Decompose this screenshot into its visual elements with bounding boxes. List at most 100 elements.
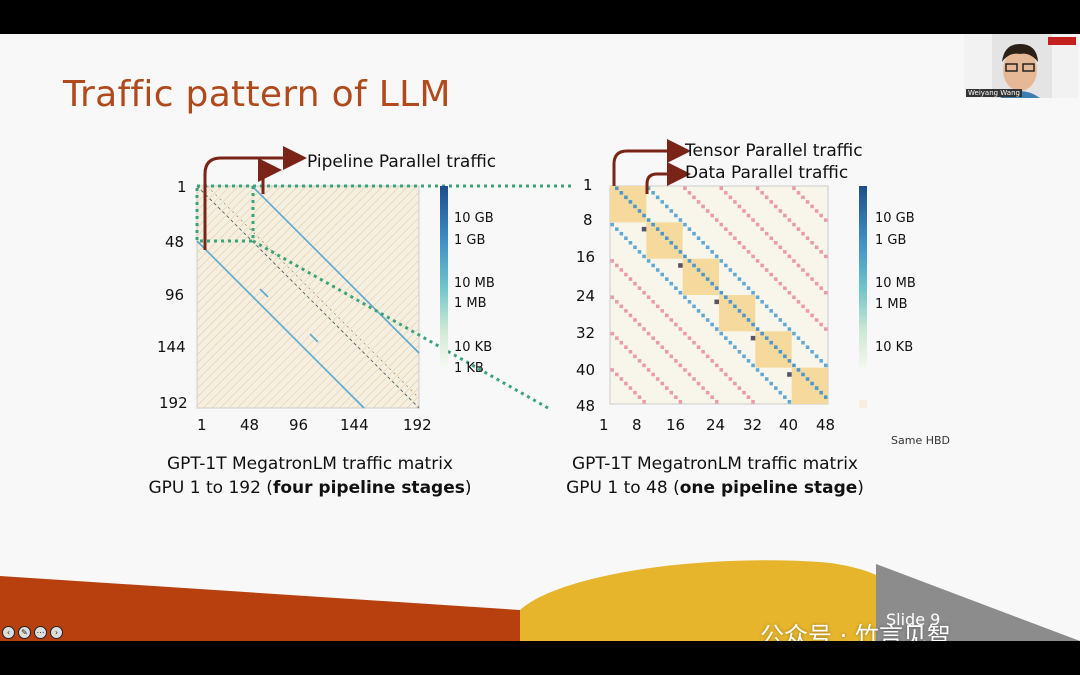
data-parallel-cell bbox=[705, 390, 710, 395]
pen-tool-icon[interactable]: ✎ bbox=[18, 626, 31, 639]
right-x-tick: 8 bbox=[632, 416, 642, 434]
data-parallel-cell bbox=[633, 390, 637, 395]
previous-slide-icon[interactable]: ‹ bbox=[2, 626, 15, 639]
left-colorbar-tick: 10 GB bbox=[454, 211, 494, 226]
data-parallel-cell bbox=[810, 350, 814, 354]
left-colorbar-tick: 10 MB bbox=[454, 276, 495, 291]
data-parallel-cell bbox=[719, 331, 724, 336]
data-parallel-cell bbox=[651, 191, 655, 195]
tensor-diagonal-cell bbox=[678, 250, 683, 254]
data-parallel-cell bbox=[696, 236, 701, 240]
data-parallel-cell bbox=[792, 186, 796, 191]
data-parallel-cell bbox=[737, 204, 742, 209]
data-parallel-cell bbox=[692, 304, 696, 309]
presentation-slide: Traffic pattern of LLM bbox=[0, 34, 1080, 641]
left-caption: GPT-1T MegatronLM traffic matrix GPU 1 t… bbox=[135, 452, 485, 500]
data-parallel-cell bbox=[701, 313, 705, 318]
tensor-diagonal-cell bbox=[669, 241, 674, 245]
data-parallel-cell bbox=[787, 290, 792, 295]
data-parallel-cell bbox=[764, 304, 769, 309]
left-y-tick: 144 bbox=[157, 338, 186, 356]
data-parallel-cell bbox=[814, 209, 819, 213]
slide-title: Traffic pattern of LLM bbox=[63, 74, 451, 115]
tensor-diagonal-cell bbox=[774, 345, 778, 349]
data-parallel-cell bbox=[701, 204, 705, 209]
right-colorbar-tick: 10 GB bbox=[875, 211, 915, 226]
data-parallel-cell bbox=[823, 218, 828, 222]
data-parallel-cell bbox=[669, 281, 674, 286]
data-parallel-cell bbox=[610, 331, 615, 336]
data-parallel-cell bbox=[733, 345, 737, 349]
data-parallel-cell bbox=[678, 399, 683, 404]
data-parallel-cell bbox=[683, 295, 687, 300]
wechat-watermark: 公众号 · 竹言见智 bbox=[760, 622, 951, 641]
right-y-tick: 8 bbox=[583, 211, 593, 229]
data-parallel-cell bbox=[619, 268, 624, 272]
data-parallel-cell bbox=[714, 254, 719, 259]
right-y-tick: 24 bbox=[576, 287, 596, 305]
data-parallel-cell bbox=[705, 245, 710, 250]
data-parallel-cell bbox=[819, 250, 823, 254]
data-parallel-cell bbox=[624, 272, 628, 277]
data-parallel-cell bbox=[742, 390, 746, 395]
data-parallel-cell bbox=[796, 263, 801, 268]
tensor-diagonal-cell bbox=[810, 381, 814, 386]
data-parallel-cell bbox=[687, 191, 692, 195]
data-parallel-cell bbox=[615, 263, 619, 268]
data-parallel-cell bbox=[769, 309, 773, 313]
more-options-icon[interactable]: ⋯ bbox=[34, 626, 47, 639]
data-parallel-cell bbox=[646, 259, 651, 263]
block-marker bbox=[641, 226, 647, 232]
data-parallel-cell bbox=[665, 313, 669, 318]
data-parallel-cell bbox=[769, 200, 773, 204]
block-marker bbox=[787, 372, 792, 377]
data-parallel-cell bbox=[669, 318, 674, 322]
presenter-name-label: Weiyang Wang bbox=[966, 89, 1022, 97]
data-parallel-cell bbox=[660, 345, 664, 349]
data-parallel-cell bbox=[796, 300, 801, 304]
data-parallel-cell bbox=[610, 259, 615, 263]
data-parallel-cell bbox=[633, 354, 637, 359]
data-parallel-cell bbox=[655, 195, 660, 200]
data-parallel-cell bbox=[760, 263, 764, 268]
data-parallel-cell bbox=[669, 390, 674, 395]
data-parallel-callout: Data Parallel traffic bbox=[685, 163, 849, 183]
tensor-parallel-block bbox=[682, 258, 719, 295]
data-parallel-cell bbox=[801, 340, 805, 345]
tensor-diagonal-cell bbox=[823, 395, 828, 399]
data-parallel-cell bbox=[665, 204, 669, 209]
block-marker bbox=[678, 263, 683, 268]
data-parallel-cell bbox=[810, 241, 814, 245]
data-parallel-cell bbox=[610, 368, 615, 372]
tensor-diagonal-cell bbox=[628, 200, 633, 204]
data-parallel-cell bbox=[814, 281, 819, 286]
data-parallel-cell bbox=[619, 340, 624, 345]
tensor-parallel-block bbox=[610, 186, 647, 223]
tensor-parallel-block bbox=[719, 295, 756, 332]
data-parallel-cell bbox=[728, 195, 733, 200]
data-parallel-cell bbox=[705, 209, 710, 213]
data-parallel-cell bbox=[615, 300, 619, 304]
data-parallel-cell bbox=[733, 236, 737, 240]
tensor-diagonal-cell bbox=[651, 222, 655, 227]
tensor-diagonal-cell bbox=[615, 186, 619, 191]
data-parallel-cell bbox=[769, 381, 773, 386]
next-slide-icon[interactable]: › bbox=[50, 626, 63, 639]
data-parallel-cell bbox=[655, 377, 660, 381]
data-parallel-cell bbox=[642, 327, 646, 331]
right-colorbar-tick: 10 KB bbox=[875, 340, 914, 355]
data-parallel-cell bbox=[787, 254, 792, 259]
data-parallel-cell bbox=[764, 268, 769, 272]
data-parallel-cell bbox=[774, 241, 778, 245]
data-parallel-cell bbox=[823, 327, 828, 331]
data-parallel-cell bbox=[805, 345, 810, 349]
data-parallel-cell bbox=[783, 286, 787, 290]
left-x-tick: 192 bbox=[403, 416, 432, 434]
tensor-diagonal-cell bbox=[819, 390, 823, 395]
data-parallel-cell bbox=[746, 286, 751, 290]
data-parallel-cell bbox=[746, 395, 751, 399]
data-parallel-cell bbox=[642, 290, 646, 295]
data-parallel-cell bbox=[774, 386, 778, 390]
data-parallel-cell bbox=[724, 336, 728, 340]
data-parallel-cell bbox=[633, 245, 637, 250]
